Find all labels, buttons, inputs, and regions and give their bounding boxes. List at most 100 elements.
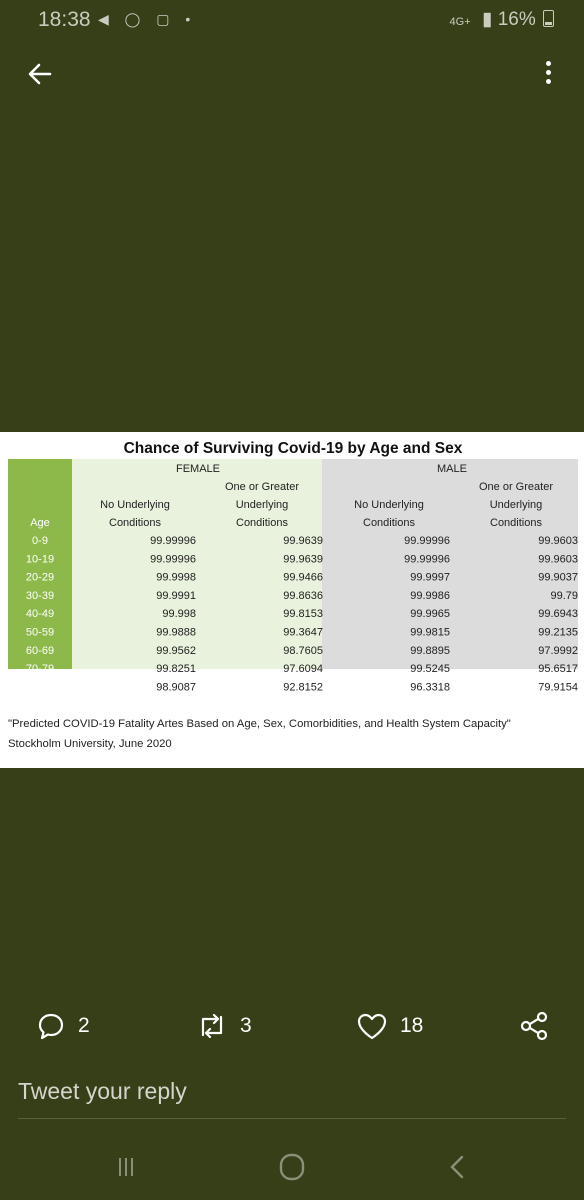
table-cell-value: 99.9888	[156, 627, 196, 639]
source-institution: Stockholm University, June 2020	[8, 738, 172, 750]
table-cell-value: 99.9815	[410, 627, 450, 639]
retweet-button[interactable]: 3	[196, 1008, 252, 1044]
table-cell-value: 99.2135	[538, 627, 578, 639]
like-count: 18	[400, 1014, 424, 1037]
table-cell-value: 99.9965	[410, 608, 450, 620]
age-label: 50-59	[26, 627, 54, 639]
table-cell-value: 99.99996	[150, 553, 196, 565]
table-cell-value: 99.3647	[283, 627, 323, 639]
age-column-bg	[8, 459, 72, 669]
table-cell-value: 99.8153	[283, 608, 323, 620]
notification-icons: ◀ ◯ ▢ •	[98, 11, 197, 27]
column-header-line: Conditions	[490, 517, 542, 529]
back-nav-button[interactable]	[446, 1154, 468, 1185]
table-title: Chance of Surviving Covid-19 by Age and …	[124, 440, 463, 457]
table-cell-value: 99.8636	[283, 590, 323, 602]
table-cell-value: 79.9154	[538, 681, 578, 693]
age-label: 70-79	[26, 663, 54, 675]
like-button[interactable]: 18	[356, 1008, 423, 1044]
table-cell-value: 99.9991	[156, 590, 196, 602]
table-cell-value: 99.99996	[404, 535, 450, 547]
table-cell-value: 97.6094	[283, 663, 323, 675]
table-cell-value: 98.9087	[156, 681, 196, 693]
table-cell-value: 99.9603	[538, 553, 578, 565]
age-label: 10-19	[26, 553, 54, 565]
status-bar: 18:38 ◀ ◯ ▢ • 4G+ ▮ 16%	[0, 0, 584, 38]
arrow-left-icon	[28, 63, 52, 85]
more-options-button[interactable]	[538, 58, 558, 92]
table-cell-value: 99.998	[162, 608, 196, 620]
table-cell-value: 99.9562	[156, 645, 196, 657]
dot-icon	[545, 70, 551, 75]
battery-icon	[543, 10, 554, 27]
age-label: 80+	[31, 681, 50, 693]
group-label-male: MALE	[437, 463, 467, 475]
table-cell-value: 99.6943	[538, 608, 578, 620]
group-label-female: FEMALE	[176, 463, 220, 475]
table-cell-value: 92.8152	[283, 681, 323, 693]
column-header-line: Underlying	[490, 499, 543, 511]
system-nav-bar	[0, 1140, 584, 1200]
reply-divider	[18, 1118, 566, 1119]
table-cell-value: 98.7605	[283, 645, 323, 657]
signal-icon: ▮	[481, 9, 493, 30]
male-block-bg	[322, 459, 578, 669]
tweet-image[interactable]: Chance of Surviving Covid-19 by Age and …	[0, 432, 584, 768]
reply-input[interactable]: Tweet your reply	[18, 1078, 187, 1104]
status-time: 18:38	[38, 8, 91, 31]
table-cell-value: 95.6517	[538, 663, 578, 675]
table-cell-value: 99.9603	[538, 535, 578, 547]
recents-icon	[119, 1158, 133, 1176]
age-label: 20-29	[26, 572, 54, 584]
share-button[interactable]	[518, 1008, 550, 1044]
table-cell-value: 99.9639	[283, 535, 323, 547]
tweet-actions: 2 3 18	[0, 1008, 584, 1044]
table-cell-value: 97.9992	[538, 645, 578, 657]
table-cell-value: 99.9466	[283, 572, 323, 584]
age-label: 30-39	[26, 590, 54, 602]
column-header-line: Underlying	[236, 499, 289, 511]
source-citation: "Predicted COVID-19 Fatality Artes Based…	[8, 718, 511, 730]
female-block-bg	[72, 459, 322, 669]
battery-level: 16%	[497, 9, 536, 30]
table-cell-value: 96.3318	[410, 681, 450, 693]
table-cell-value: 99.9998	[156, 572, 196, 584]
table-cell-value: 99.5245	[410, 663, 450, 675]
table-cell-value: 99.9997	[410, 572, 450, 584]
column-header-line: Conditions	[363, 517, 415, 529]
survival-table: Chance of Surviving Covid-19 by Age and …	[8, 440, 578, 750]
table-cell-value: 99.79	[550, 590, 578, 602]
retweet-count: 3	[240, 1014, 252, 1037]
age-header: Age	[30, 517, 50, 529]
heart-icon	[357, 1013, 387, 1040]
column-header-line: Conditions	[236, 517, 288, 529]
chevron-left-icon	[450, 1155, 464, 1179]
reply-button[interactable]: 2	[36, 1008, 90, 1044]
table-cell-value: 99.8895	[410, 645, 450, 657]
column-header-line: No Underlying	[100, 499, 170, 511]
age-label: 0-9	[32, 535, 48, 547]
status-right: 4G+ ▮ 16%	[450, 8, 554, 31]
share-icon	[520, 1011, 548, 1041]
column-header-line: Conditions	[109, 517, 161, 529]
table-cell-value: 99.99996	[404, 553, 450, 565]
age-label: 60-69	[26, 645, 54, 657]
dot-icon	[545, 79, 551, 84]
age-label: 40-49	[26, 608, 54, 620]
table-cell-value: 99.9639	[283, 553, 323, 565]
network-type: 4G+	[449, 16, 471, 28]
table-cell-value: 99.99996	[150, 535, 196, 547]
home-icon	[279, 1153, 305, 1181]
reply-icon	[38, 1013, 64, 1040]
reply-count: 2	[78, 1014, 90, 1037]
table-cell-value: 99.9986	[410, 590, 450, 602]
column-header-line: No Underlying	[354, 499, 424, 511]
home-button[interactable]	[278, 1152, 306, 1187]
column-header-line: One or Greater	[479, 481, 553, 493]
back-button[interactable]	[24, 58, 56, 90]
dot-icon	[545, 61, 551, 66]
column-header-line: One or Greater	[225, 481, 299, 493]
recents-button[interactable]	[116, 1156, 136, 1183]
table-cell-value: 99.9037	[538, 572, 578, 584]
retweet-icon	[201, 1013, 223, 1039]
